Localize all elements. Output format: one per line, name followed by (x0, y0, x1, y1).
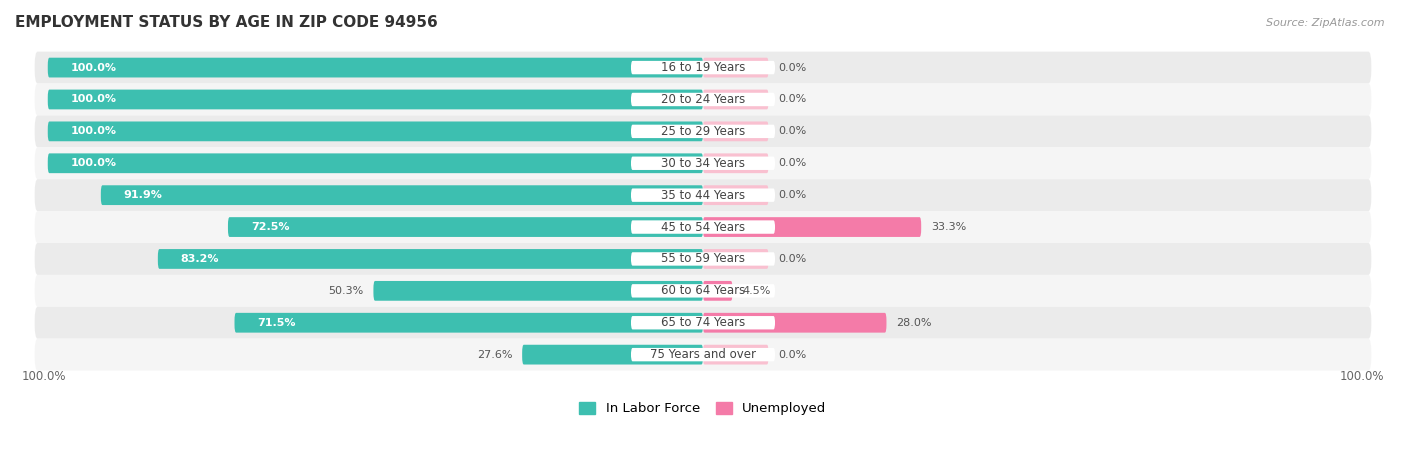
FancyBboxPatch shape (48, 90, 703, 109)
Text: 72.5%: 72.5% (250, 222, 290, 232)
Text: 35 to 44 Years: 35 to 44 Years (661, 189, 745, 202)
Text: 100.0%: 100.0% (21, 370, 66, 383)
FancyBboxPatch shape (703, 217, 921, 237)
FancyBboxPatch shape (48, 58, 703, 77)
Text: 100.0%: 100.0% (70, 158, 117, 168)
FancyBboxPatch shape (631, 220, 775, 234)
FancyBboxPatch shape (35, 339, 1371, 371)
FancyBboxPatch shape (631, 316, 775, 329)
FancyBboxPatch shape (631, 125, 775, 138)
FancyBboxPatch shape (703, 122, 769, 141)
FancyBboxPatch shape (703, 185, 769, 205)
FancyBboxPatch shape (703, 249, 769, 269)
FancyBboxPatch shape (703, 90, 769, 109)
FancyBboxPatch shape (703, 281, 733, 301)
Text: 4.5%: 4.5% (742, 286, 770, 296)
Text: 33.3%: 33.3% (931, 222, 966, 232)
FancyBboxPatch shape (703, 345, 769, 364)
FancyBboxPatch shape (631, 61, 775, 74)
Text: 100.0%: 100.0% (70, 63, 117, 72)
Text: EMPLOYMENT STATUS BY AGE IN ZIP CODE 94956: EMPLOYMENT STATUS BY AGE IN ZIP CODE 949… (15, 15, 437, 30)
Text: 20 to 24 Years: 20 to 24 Years (661, 93, 745, 106)
FancyBboxPatch shape (35, 307, 1371, 339)
FancyBboxPatch shape (631, 157, 775, 170)
FancyBboxPatch shape (703, 313, 886, 333)
Text: 83.2%: 83.2% (181, 254, 219, 264)
FancyBboxPatch shape (522, 345, 703, 364)
Text: 75 Years and over: 75 Years and over (650, 348, 756, 361)
FancyBboxPatch shape (35, 179, 1371, 211)
FancyBboxPatch shape (631, 93, 775, 106)
FancyBboxPatch shape (35, 147, 1371, 179)
Legend: In Labor Force, Unemployed: In Labor Force, Unemployed (579, 402, 827, 415)
Text: 0.0%: 0.0% (779, 190, 807, 200)
FancyBboxPatch shape (35, 84, 1371, 116)
Text: 28.0%: 28.0% (896, 318, 932, 328)
Text: 0.0%: 0.0% (779, 94, 807, 104)
Text: 100.0%: 100.0% (70, 126, 117, 136)
Text: 100.0%: 100.0% (70, 94, 117, 104)
FancyBboxPatch shape (101, 185, 703, 205)
Text: 45 to 54 Years: 45 to 54 Years (661, 220, 745, 234)
FancyBboxPatch shape (48, 122, 703, 141)
Text: 27.6%: 27.6% (477, 350, 512, 360)
Text: 50.3%: 50.3% (329, 286, 364, 296)
Text: 30 to 34 Years: 30 to 34 Years (661, 157, 745, 170)
FancyBboxPatch shape (631, 189, 775, 202)
FancyBboxPatch shape (157, 249, 703, 269)
FancyBboxPatch shape (35, 275, 1371, 307)
Text: 16 to 19 Years: 16 to 19 Years (661, 61, 745, 74)
FancyBboxPatch shape (35, 243, 1371, 275)
Text: 100.0%: 100.0% (1340, 370, 1385, 383)
Text: 25 to 29 Years: 25 to 29 Years (661, 125, 745, 138)
FancyBboxPatch shape (35, 211, 1371, 243)
Text: 71.5%: 71.5% (257, 318, 295, 328)
Text: 0.0%: 0.0% (779, 158, 807, 168)
FancyBboxPatch shape (631, 252, 775, 266)
FancyBboxPatch shape (703, 58, 769, 77)
FancyBboxPatch shape (703, 153, 769, 173)
FancyBboxPatch shape (235, 313, 703, 333)
FancyBboxPatch shape (48, 153, 703, 173)
Text: 55 to 59 Years: 55 to 59 Years (661, 252, 745, 266)
Text: 65 to 74 Years: 65 to 74 Years (661, 316, 745, 329)
FancyBboxPatch shape (228, 217, 703, 237)
FancyBboxPatch shape (35, 116, 1371, 147)
FancyBboxPatch shape (631, 348, 775, 361)
Text: 0.0%: 0.0% (779, 63, 807, 72)
FancyBboxPatch shape (631, 284, 775, 297)
Text: 0.0%: 0.0% (779, 126, 807, 136)
Text: Source: ZipAtlas.com: Source: ZipAtlas.com (1267, 18, 1385, 28)
Text: 0.0%: 0.0% (779, 350, 807, 360)
FancyBboxPatch shape (374, 281, 703, 301)
Text: 60 to 64 Years: 60 to 64 Years (661, 284, 745, 297)
FancyBboxPatch shape (35, 52, 1371, 84)
Text: 91.9%: 91.9% (124, 190, 163, 200)
Text: 0.0%: 0.0% (779, 254, 807, 264)
